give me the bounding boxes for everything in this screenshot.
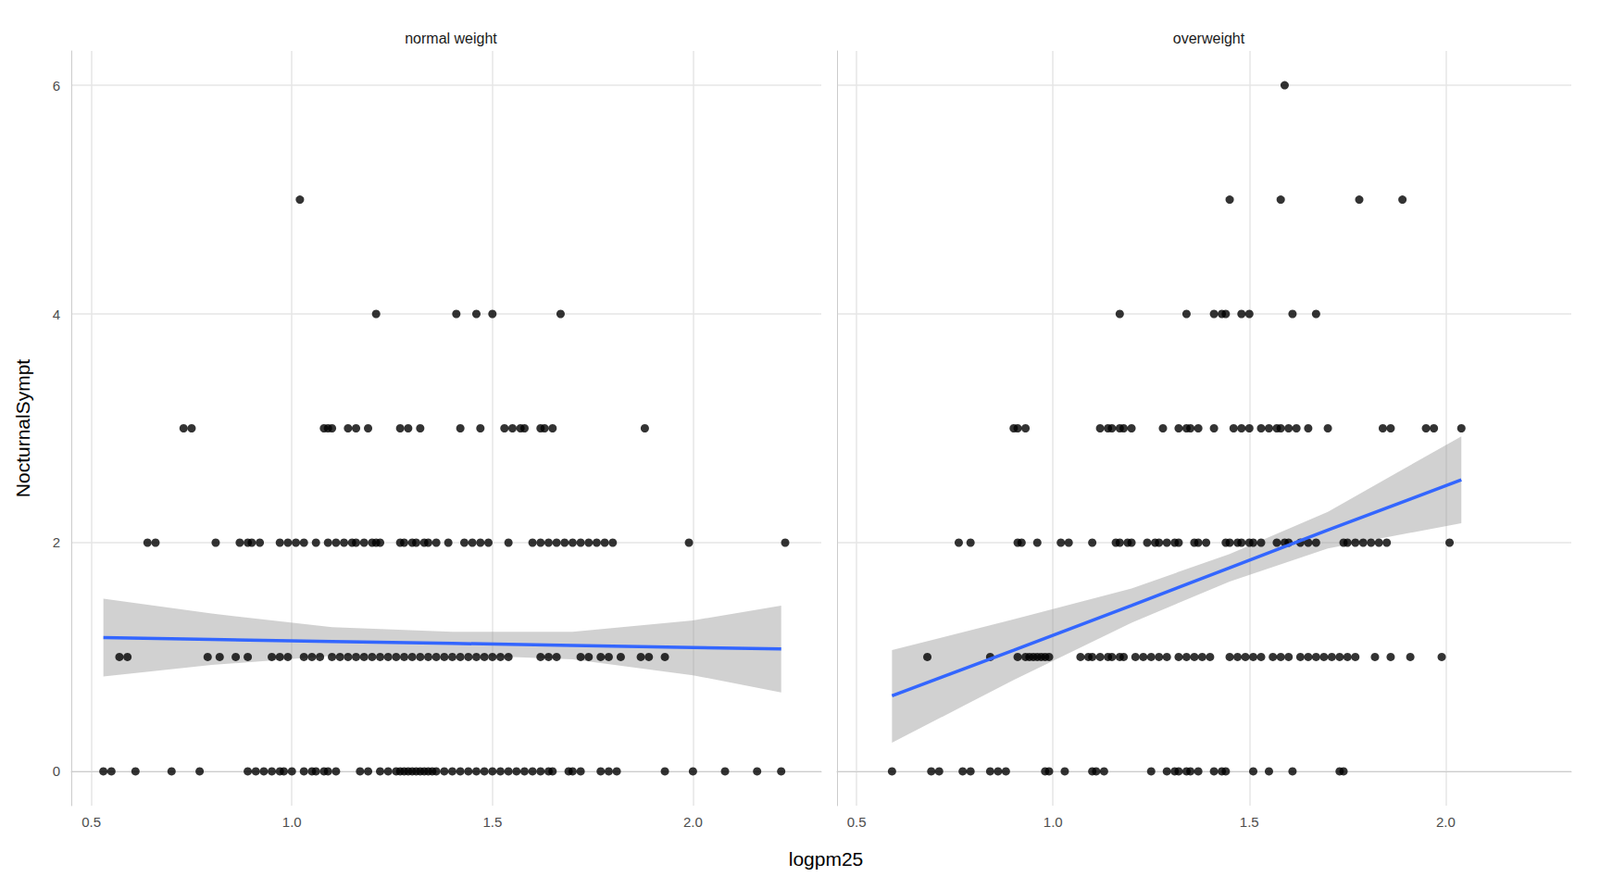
svg-text:2.0: 2.0 [683,813,703,830]
svg-text:4: 4 [52,306,61,323]
svg-text:1.5: 1.5 [1239,813,1260,830]
svg-text:0.5: 0.5 [81,813,101,830]
svg-text:1.5: 1.5 [482,813,502,830]
svg-text:0: 0 [52,762,61,779]
svg-text:normal weight: normal weight [404,30,498,47]
svg-text:1.0: 1.0 [1043,813,1063,830]
svg-text:6: 6 [52,77,61,94]
svg-text:2.0: 2.0 [1436,813,1456,830]
svg-text:2: 2 [52,534,61,550]
svg-text:logpm25: logpm25 [788,848,864,870]
svg-text:overweight: overweight [1173,30,1246,47]
svg-text:NocturnalSympt: NocturnalSympt [12,359,34,499]
svg-text:0.5: 0.5 [847,813,867,830]
svg-text:1.0: 1.0 [282,813,302,830]
